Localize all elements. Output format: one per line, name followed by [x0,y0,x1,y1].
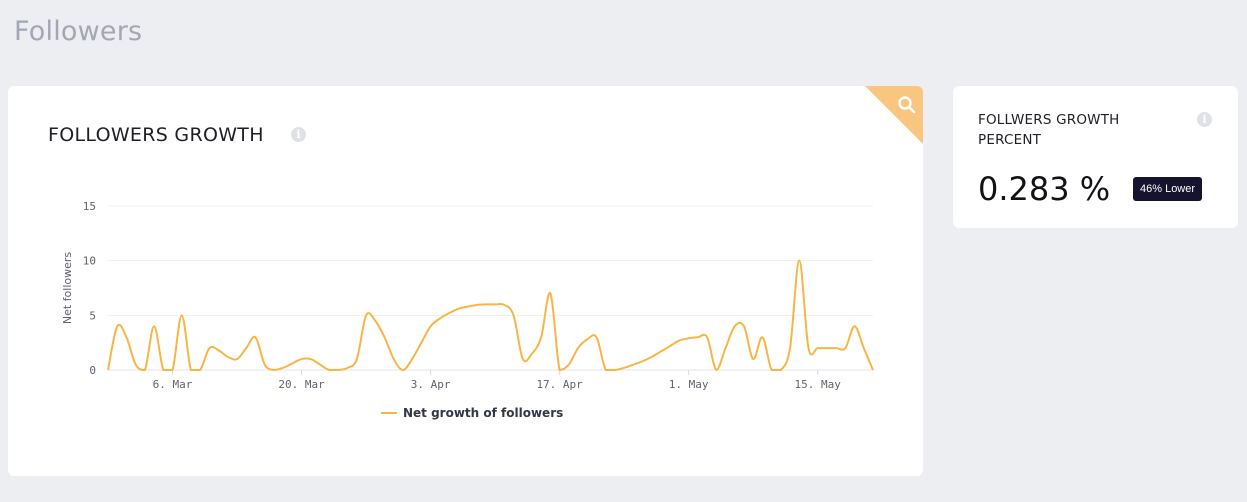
y-axis-ticks: 0 5 10 15 [83,200,96,377]
x-axis-ticks: 6. Mar 20. Mar 3. Apr 17. Apr 1. May 15. May [153,370,842,391]
info-icon[interactable]: i [1197,112,1212,127]
x-tick-label: 1. May [669,378,709,391]
growth-percent-value: 0.283 % [978,170,1111,208]
legend-swatch [381,412,397,414]
x-tick-label: 6. Mar [153,378,193,391]
followers-growth-card: FOLLOWERS GROWTH i 0 5 10 15 6. Mar 20. Mar 3… [8,86,923,476]
x-tick-label: 17. Apr [536,378,583,391]
y-tick-label: 10 [83,255,96,268]
y-axis-title: Net followers [61,252,74,325]
x-tick-label: 20. Mar [278,378,325,391]
growth-percent-title: FOLLWERS GROWTH PERCENT [978,112,1120,148]
comparison-badge: 46% Lower [1133,177,1203,201]
followers-growth-title: FOLLOWERS GROWTH [48,124,264,146]
followers-growth-percent-card: FOLLWERS GROWTH PERCENT i 0.283 % 46% Lo… [953,86,1238,228]
legend-label: Net growth of followers [403,406,564,420]
series-line-net-growth [107,259,874,372]
y-tick-label: 0 [89,364,96,377]
chart-grid [108,205,873,371]
y-tick-label: 15 [83,200,96,213]
info-icon[interactable]: i [291,127,306,142]
zoom-corner-button[interactable] [865,86,923,144]
page-title: Followers [14,16,143,47]
x-tick-label: 3. Apr [411,378,451,391]
legend-item-net-growth[interactable]: Net growth of followers [381,406,563,420]
search-icon [865,86,923,144]
x-tick-label: 15. May [795,378,842,391]
followers-growth-chart: 0 5 10 15 6. Mar 20. Mar 3. Apr 17. Apr 1. May 1… [61,200,874,391]
y-tick-label: 5 [89,309,96,322]
